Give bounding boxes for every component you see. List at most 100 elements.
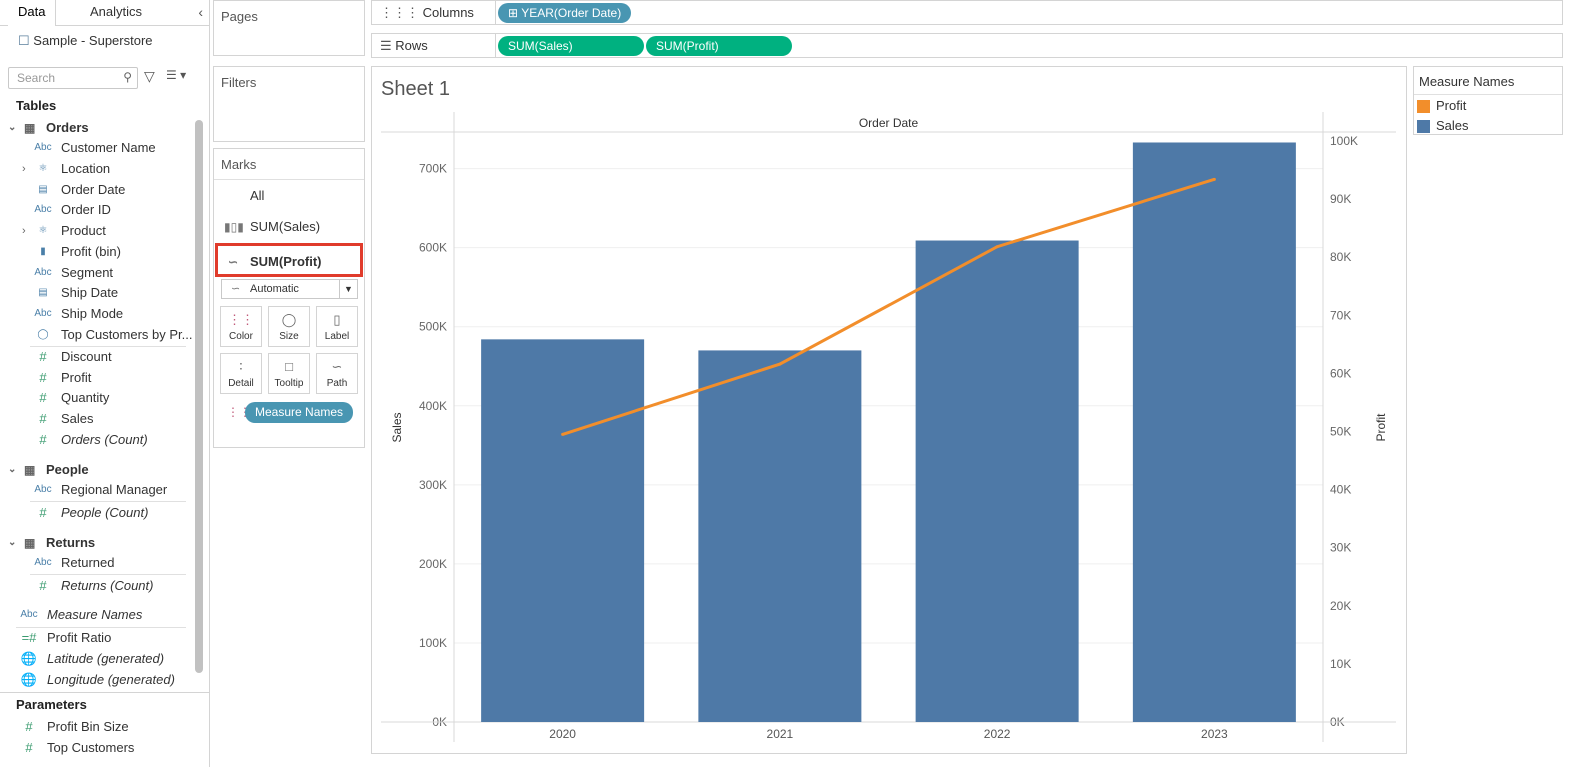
tab-data[interactable]: Data (8, 0, 57, 26)
path-button[interactable]: ∽ Path (316, 353, 358, 394)
field-item[interactable]: 🌐 Latitude (generated) (0, 649, 190, 669)
field-item[interactable]: › ⚛ Location (0, 159, 190, 179)
mark-type-dropdown[interactable]: ∽ Automatic ▼ (221, 279, 358, 299)
field-label: Order Date (61, 182, 126, 197)
field-item[interactable]: Abc Customer Name (0, 138, 190, 158)
color-button[interactable]: ⋮⋮ Color (220, 306, 262, 347)
search-input[interactable]: Search ⚲ (8, 67, 138, 89)
field-item[interactable]: # Returns (Count) (0, 576, 190, 596)
datasource[interactable]: ☐ Sample - Superstore (18, 33, 153, 49)
field-item[interactable]: # Sales (0, 409, 190, 429)
y2-tick-label: 10K (1330, 657, 1351, 671)
x-tick-label: 2021 (767, 727, 794, 741)
datasource-name: Sample - Superstore (33, 33, 153, 48)
y2-axis-title: Profit (1374, 413, 1388, 442)
field-type-icon: Abc (34, 204, 52, 215)
field-item[interactable]: =# Profit Ratio (0, 628, 190, 648)
field-item[interactable]: # People (Count) (0, 503, 190, 523)
y-tick-label: 200K (419, 557, 447, 571)
y2-tick-label: 50K (1330, 425, 1351, 439)
field-label: Sales (61, 411, 94, 426)
bar-chart-icon: ▮▯▮ (224, 220, 244, 234)
table-icon: ▦ (24, 121, 36, 135)
size-button[interactable]: ◯ Size (268, 306, 310, 347)
legend-measure-names[interactable]: Measure Names Profit Sales (1413, 66, 1563, 135)
field-label: Top Customers (47, 740, 135, 755)
table-orders-label: Orders (46, 120, 89, 135)
collapse-pane-icon[interactable]: ‹ (198, 4, 203, 20)
rows-shelf[interactable]: ☰ Rows SUM(Sales) SUM(Profit) (371, 33, 1563, 58)
color-label: Color (229, 331, 253, 342)
field-item[interactable]: 🌐 Longitude (generated) (0, 670, 190, 690)
search-icon: ⚲ (123, 70, 132, 84)
marks-all[interactable]: All (214, 182, 364, 210)
table-returns[interactable]: ⌄ ▦ Returns (0, 533, 190, 553)
field-item[interactable]: # Profit Bin Size (0, 717, 190, 737)
field-item[interactable]: # Discount (0, 347, 190, 367)
year-order-date-pill[interactable]: ⊞ YEAR(Order Date) (498, 3, 632, 23)
table-people[interactable]: ⌄ ▦ People (0, 460, 190, 480)
field-type-icon: ⚛ (38, 163, 48, 174)
field-type-icon: ⚛ (38, 225, 48, 236)
detail-button[interactable]: ∶ Detail (220, 353, 262, 394)
detail-icon: ∶ (239, 359, 243, 374)
measure-names-pill[interactable]: Measure Names (245, 402, 354, 423)
field-item[interactable]: # Top Customers (0, 738, 190, 758)
field-item[interactable]: # Quantity (0, 388, 190, 408)
field-item[interactable]: Abc Segment (0, 263, 190, 283)
field-type-icon: Abc (34, 308, 52, 319)
field-label: Top Customers by Pr... (61, 327, 193, 342)
field-type-icon: =# (21, 630, 37, 645)
field-item[interactable]: # Profit (0, 368, 190, 388)
field-label: Returned (61, 555, 115, 570)
legend-swatch-sales (1417, 120, 1430, 133)
scrollbar[interactable] (195, 120, 203, 673)
field-item[interactable]: Abc Measure Names (0, 605, 190, 625)
y-tick-label: 500K (419, 320, 447, 334)
columns-label: Columns (422, 5, 474, 20)
sum-profit-pill[interactable]: SUM(Profit) (646, 36, 792, 56)
field-label: Product (61, 223, 106, 238)
marks-sum-profit[interactable]: ∽ SUM(Profit) (215, 243, 363, 277)
tooltip-label: Tooltip (274, 378, 304, 389)
y-tick-label: 100K (419, 636, 447, 650)
field-item[interactable]: # Orders (Count) (0, 430, 190, 450)
field-item[interactable]: Abc Order ID (0, 200, 190, 220)
field-item[interactable]: ◯ Top Customers by Pr... (0, 325, 193, 345)
y-axis-title: Sales (390, 412, 404, 442)
field-item[interactable]: › ⚛ Product (0, 221, 190, 241)
columns-icon: ⋮⋮⋮ (380, 5, 419, 20)
y-tick-label: 400K (419, 399, 447, 413)
field-item[interactable]: Abc Regional Manager (0, 480, 190, 500)
year-order-date-label: YEAR(Order Date) (521, 6, 622, 20)
table-orders[interactable]: ⌄ ▦ Orders (0, 118, 190, 138)
y2-tick-label: 20K (1330, 599, 1351, 613)
field-item[interactable]: ▤ Ship Date (0, 283, 190, 303)
tab-analytics[interactable]: Analytics (90, 4, 143, 19)
expand-plus-icon: ⊞ (508, 6, 519, 20)
pages-card[interactable]: Pages (213, 0, 365, 56)
y-tick-label: 700K (419, 162, 447, 176)
field-item[interactable]: ▮ Profit (bin) (0, 242, 190, 262)
legend-label-profit: Profit (1436, 98, 1467, 113)
filters-card[interactable]: Filters (213, 66, 365, 142)
table-people-label: People (46, 462, 89, 477)
columns-shelf[interactable]: ⋮⋮⋮ Columns ⊞ YEAR(Order Date) (371, 0, 1563, 25)
chevron-down-icon: ▼ (339, 280, 357, 298)
field-item[interactable]: Abc Returned (0, 553, 190, 573)
label-button[interactable]: ▯ Label (316, 306, 358, 347)
field-item[interactable]: Abc Ship Mode (0, 304, 190, 324)
field-type-icon: ▮ (40, 246, 46, 257)
tooltip-button[interactable]: □ Tooltip (268, 353, 310, 394)
bar-sales-2020 (481, 339, 645, 722)
view-options-icon[interactable]: ☰ ▾ (166, 68, 187, 82)
marks-sum-sales[interactable]: ▮▯▮ SUM(Sales) (214, 213, 364, 241)
y2-tick-label: 40K (1330, 483, 1351, 497)
field-type-icon: # (25, 740, 33, 755)
field-label: Ship Date (61, 285, 119, 300)
filter-icon[interactable]: ▽ (144, 68, 155, 84)
field-type-icon: Abc (20, 609, 38, 620)
field-item[interactable]: ▤ Order Date (0, 180, 190, 200)
field-label: Latitude (generated) (47, 651, 165, 666)
sum-sales-pill[interactable]: SUM(Sales) (498, 36, 644, 56)
